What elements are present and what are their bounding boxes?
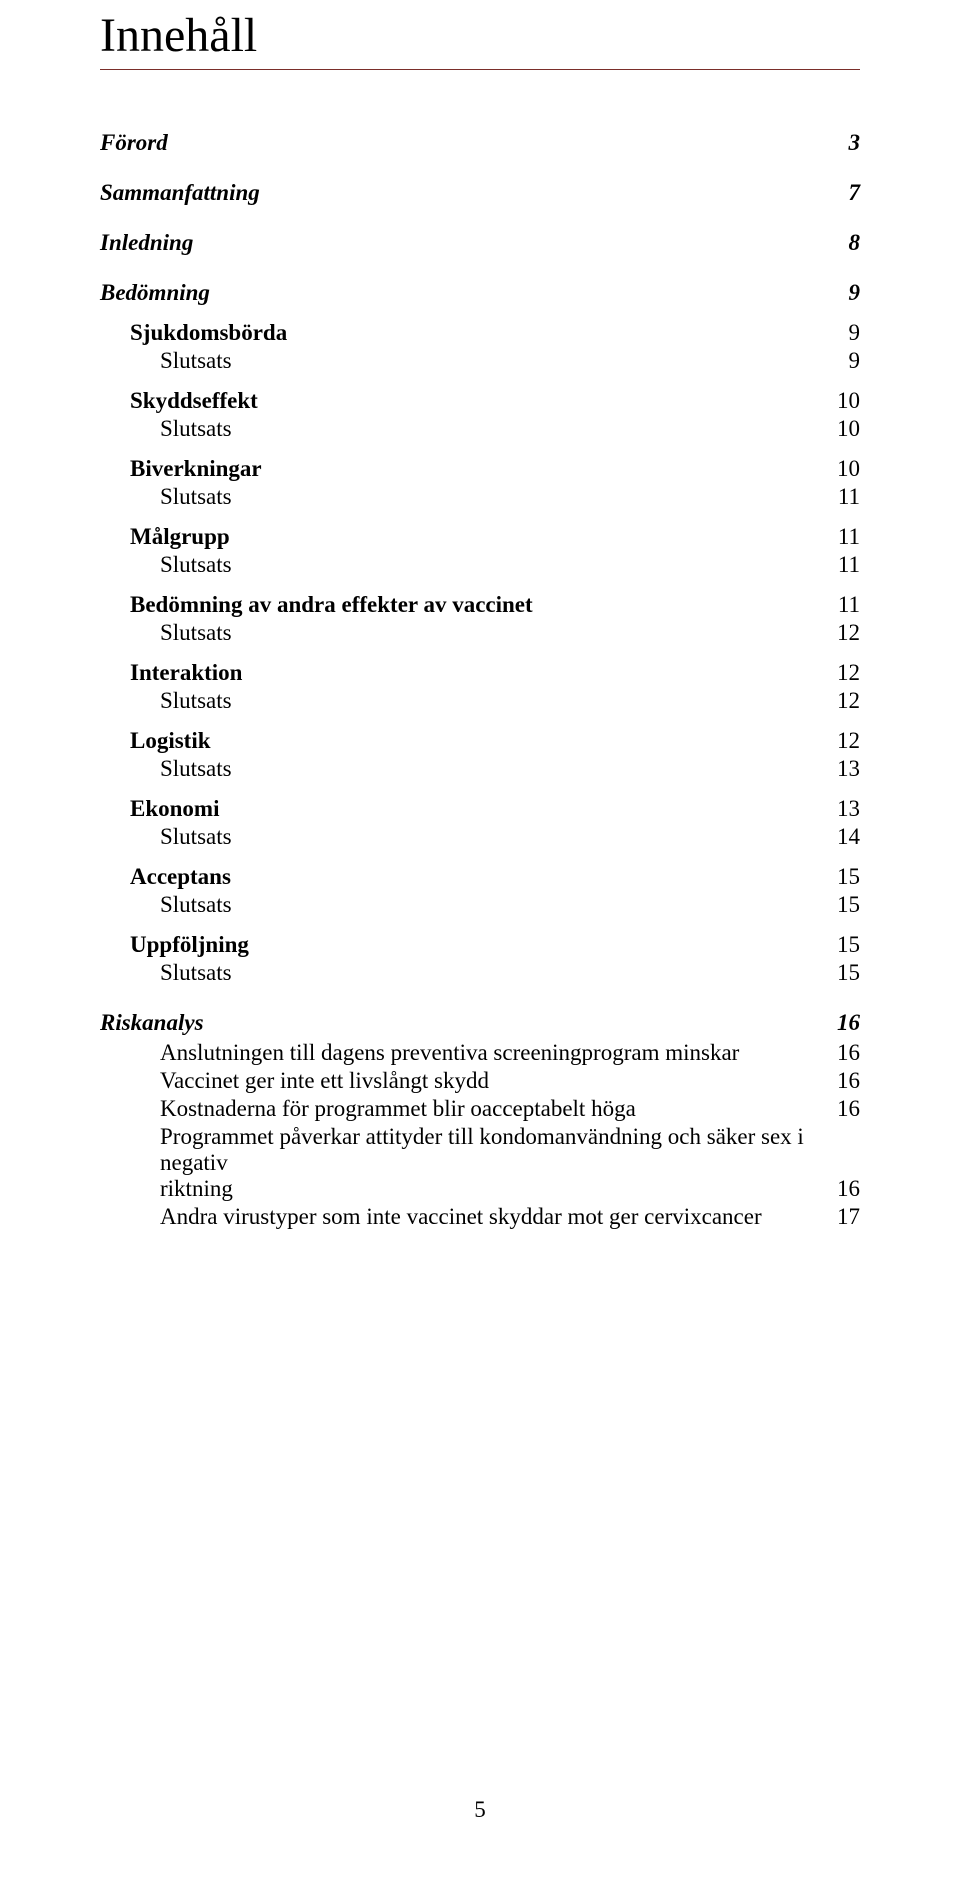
toc-page: 12 [837,660,860,686]
toc-page: 12 [837,728,860,754]
toc-label: Bedömning [100,280,210,306]
toc-entry-acceptans-slutsats: Slutsats 15 [100,892,860,918]
toc-label: Andra virustyper som inte vaccinet skydd… [160,1204,762,1230]
toc-page: 11 [838,484,860,510]
toc-entry-biverkningar-slutsats: Slutsats 11 [100,484,860,510]
toc-label: Uppföljning [130,932,249,958]
toc-entry-forord: Förord 3 [100,130,860,156]
toc-label: Skyddseffekt [130,388,258,414]
toc-page: 10 [837,388,860,414]
toc-label: Riskanalys [100,1010,204,1036]
toc-entry-interaktion-slutsats: Slutsats 12 [100,688,860,714]
toc-page: 13 [837,796,860,822]
toc-label: Slutsats [160,416,232,442]
toc-label: Ekonomi [130,796,219,822]
toc-page: 3 [849,130,861,156]
document-page: Innehåll Förord 3 Sammanfattning 7 Inled… [0,0,960,1893]
toc-label: Slutsats [160,620,232,646]
toc-page: 14 [837,824,860,850]
toc-page: 16 [837,1010,860,1036]
toc-entry-biverkningar: Biverkningar 10 [100,456,860,482]
toc-entry-ra-programmet: Programmet påverkar attityder till kondo… [100,1124,860,1202]
toc-page: 16 [837,1096,860,1122]
toc-label: Målgrupp [130,524,230,550]
toc-entry-ra-kostnader: Kostnaderna för programmet blir oaccepta… [100,1096,860,1122]
page-title: Innehåll [100,10,860,63]
toc-page: 11 [838,552,860,578]
footer-page-number: 5 [0,1797,960,1823]
toc-page: 16 [837,1068,860,1094]
toc-entry-skyddseffekt: Skyddseffekt 10 [100,388,860,414]
toc-label: Slutsats [160,960,232,986]
toc-entry-sjukdomsborda: Sjukdomsbörda 9 [100,320,860,346]
toc-entry-bedomning-andra: Bedömning av andra effekter av vaccinet … [100,592,860,618]
toc-entry-logistik: Logistik 12 [100,728,860,754]
toc-label-line2: riktning [160,1176,233,1202]
toc-page: 9 [849,348,861,374]
toc-page: 12 [837,620,860,646]
table-of-contents: Förord 3 Sammanfattning 7 Inledning 8 Be… [100,130,860,1230]
toc-page: 10 [837,416,860,442]
toc-entry-logistik-slutsats: Slutsats 13 [100,756,860,782]
title-rule [100,69,860,70]
toc-page: 16 [837,1040,860,1066]
toc-page: 15 [837,932,860,958]
toc-page: 12 [837,688,860,714]
toc-page: 8 [849,230,861,256]
toc-entry-ra-vaccinet: Vaccinet ger inte ett livslångt skydd 16 [100,1068,860,1094]
toc-label-line1: Programmet påverkar attityder till kondo… [160,1124,860,1176]
toc-page: 15 [837,864,860,890]
toc-label: Kostnaderna för programmet blir oaccepta… [160,1096,636,1122]
toc-entry-bedomning-andra-slutsats: Slutsats 12 [100,620,860,646]
toc-label: Slutsats [160,552,232,578]
toc-page: 11 [838,524,860,550]
toc-label: Logistik [130,728,211,754]
toc-label: Slutsats [160,756,232,782]
toc-entry-malgrupp-slutsats: Slutsats 11 [100,552,860,578]
toc-entry-riskanalys: Riskanalys 16 [100,1010,860,1036]
toc-label: Bedömning av andra effekter av vaccinet [130,592,533,618]
toc-entry-sjukdomsborda-slutsats: Slutsats 9 [100,348,860,374]
toc-page: 15 [837,960,860,986]
toc-entry-acceptans: Acceptans 15 [100,864,860,890]
toc-label: Slutsats [160,484,232,510]
toc-label: Vaccinet ger inte ett livslångt skydd [160,1068,489,1094]
toc-page: 13 [837,756,860,782]
toc-page: 9 [849,280,861,306]
toc-entry-ekonomi: Ekonomi 13 [100,796,860,822]
toc-page: 9 [849,320,861,346]
toc-entry-interaktion: Interaktion 12 [100,660,860,686]
toc-page: 16 [837,1176,860,1202]
toc-label: Slutsats [160,824,232,850]
toc-label: Sjukdomsbörda [130,320,287,346]
toc-label: Anslutningen till dagens preventiva scre… [160,1040,739,1066]
toc-label: Slutsats [160,688,232,714]
toc-label: Interaktion [130,660,242,686]
toc-page: 11 [838,592,860,618]
toc-label: Inledning [100,230,193,256]
toc-entry-skyddseffekt-slutsats: Slutsats 10 [100,416,860,442]
toc-entry-bedomning: Bedömning 9 [100,280,860,306]
toc-entry-uppfoljning-slutsats: Slutsats 15 [100,960,860,986]
toc-label: Sammanfattning [100,180,260,206]
toc-page: 10 [837,456,860,482]
toc-entry-malgrupp: Målgrupp 11 [100,524,860,550]
toc-label: Acceptans [130,864,231,890]
toc-page: 15 [837,892,860,918]
toc-label: Biverkningar [130,456,262,482]
toc-entry-uppfoljning: Uppföljning 15 [100,932,860,958]
toc-entry-ekonomi-slutsats: Slutsats 14 [100,824,860,850]
toc-label: Slutsats [160,348,232,374]
toc-entry-sammanfattning: Sammanfattning 7 [100,180,860,206]
toc-entry-inledning: Inledning 8 [100,230,860,256]
toc-page: 7 [849,180,861,206]
toc-page: 17 [837,1204,860,1230]
toc-label: Slutsats [160,892,232,918]
toc-entry-ra-anslutning: Anslutningen till dagens preventiva scre… [100,1040,860,1066]
toc-label: Förord [100,130,168,156]
toc-entry-ra-andra: Andra virustyper som inte vaccinet skydd… [100,1204,860,1230]
